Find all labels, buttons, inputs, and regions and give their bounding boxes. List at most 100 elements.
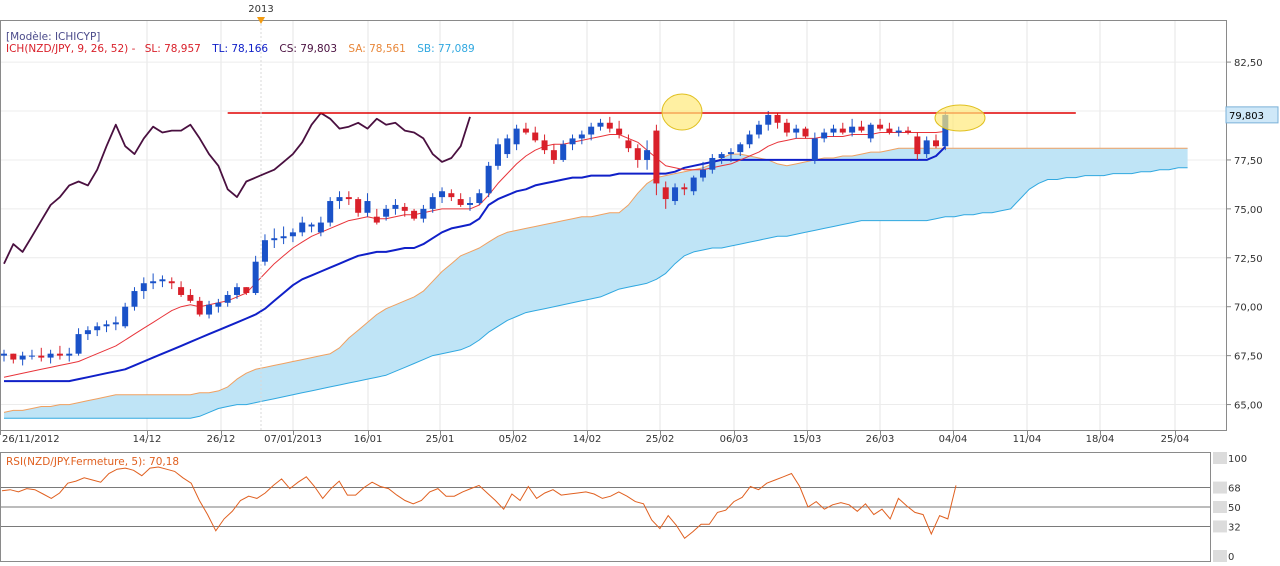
year-marker-arrow-icon: [257, 17, 265, 24]
candle-body: [746, 134, 753, 145]
candle-body: [187, 294, 194, 301]
x-tick-label: 04/04: [939, 434, 968, 445]
candle-body: [858, 126, 865, 131]
candle-body: [336, 197, 343, 202]
candle-body: [727, 152, 734, 155]
rsi-tick-box: [1213, 452, 1227, 464]
candle-body: [690, 177, 697, 192]
candle-body: [66, 353, 73, 356]
candle-body: [541, 140, 548, 151]
candle-body: [625, 140, 632, 149]
last-price-label: 79,803: [1229, 111, 1264, 122]
x-tick-label: 11/04: [1013, 434, 1042, 445]
senkou-span-a-line: [3, 147, 1188, 413]
rsi-tick-label: 68: [1228, 484, 1241, 495]
candle-body: [653, 130, 660, 184]
candlesticks: [1, 111, 949, 366]
chikou-span-line: [3, 112, 471, 265]
candle-body: [485, 165, 492, 194]
ichimoku-cloud: [4, 148, 1188, 419]
candle-body: [94, 326, 101, 331]
candle-body: [178, 287, 185, 295]
candle-body: [765, 114, 772, 125]
candle-body: [755, 124, 762, 135]
candle-body: [150, 281, 157, 284]
x-tick-label: 15/03: [793, 434, 822, 445]
candle-body: [28, 355, 35, 357]
candle-body: [905, 130, 912, 133]
candle-body: [886, 128, 893, 133]
candle-body: [821, 132, 828, 139]
model-label: [Modèle: ICHICYP]: [6, 31, 100, 43]
candle-body: [634, 148, 641, 160]
x-tick-label: 18/04: [1086, 434, 1115, 445]
candle-body: [401, 206, 408, 211]
y-tick-label: 75,00: [1234, 205, 1263, 216]
year-marker: 2013: [248, 4, 273, 15]
candle-body: [168, 281, 175, 284]
candle-body: [849, 126, 856, 133]
candle-body: [243, 287, 250, 294]
ich-prefix: ICH(NZD/JPY, 9, 26, 52) -: [6, 43, 136, 55]
candle-body: [597, 122, 604, 127]
candle-body: [783, 122, 790, 133]
candle-body: [923, 140, 930, 155]
candle-body: [215, 302, 222, 307]
candle-body: [933, 140, 939, 147]
x-tick-label: 26/11/2012: [2, 434, 60, 445]
senkou-span-b-line: [4, 167, 1188, 419]
candle-body: [299, 222, 306, 233]
candle-body: [327, 201, 334, 223]
candle-body: [1, 353, 7, 356]
x-tick-label: 16/01: [354, 434, 383, 445]
rsi-tick-box: [1213, 501, 1227, 513]
y-tick-label: 65,00: [1234, 401, 1263, 412]
date-axis: 26/11/2012 14/12 26/12 07/01/2013 16/01 25/01…: [0, 430, 1189, 445]
candle-body: [774, 114, 781, 123]
candle-body: [252, 261, 259, 294]
candle-body: [513, 128, 520, 145]
candle-body: [75, 334, 82, 354]
rsi-tick-box: [1213, 520, 1227, 533]
rsi-tick-label: 100: [1228, 454, 1247, 465]
rsi-axis: 100 68 50 32 0: [1213, 452, 1247, 563]
x-tick-label: 26/03: [866, 434, 895, 445]
rsi-label: RSI(NZD/JPY.Fermeture, 5): 70,18: [6, 456, 179, 468]
sb-label: SB: 77,089: [417, 43, 474, 55]
candle-body: [317, 222, 324, 233]
x-tick-label: 07/01/2013: [264, 434, 322, 445]
candle-body: [10, 353, 17, 360]
candle-body: [448, 193, 455, 198]
candle-body: [839, 128, 846, 133]
candle-body: [439, 191, 446, 198]
candle-body: [578, 134, 585, 139]
candle-body: [308, 224, 315, 227]
tenkan-sen-line: [3, 130, 946, 378]
candle-body: [420, 208, 427, 219]
candle-body: [383, 208, 390, 217]
highlight-circle-last: [934, 104, 986, 132]
candle-body: [942, 114, 949, 147]
candle-body: [830, 128, 837, 133]
candle-body: [588, 126, 595, 135]
candle-body: [122, 306, 129, 327]
candle-body: [224, 294, 231, 303]
candle-body: [38, 355, 45, 358]
candle-body: [681, 187, 688, 190]
candle-body: [271, 238, 278, 241]
y-tick-label: 77,50: [1234, 156, 1263, 167]
candle-body: [131, 291, 138, 307]
candle-body: [793, 128, 800, 133]
x-tick-label: 26/12: [207, 434, 236, 445]
candle-body: [550, 150, 557, 160]
candle-body: [494, 144, 501, 166]
x-tick-label: 25/02: [646, 434, 675, 445]
candle-body: [616, 128, 623, 135]
candle-body: [802, 128, 809, 137]
candle-body: [606, 122, 613, 129]
candle-body: [457, 199, 464, 205]
candle-body: [662, 187, 669, 200]
candle-body: [392, 204, 399, 209]
